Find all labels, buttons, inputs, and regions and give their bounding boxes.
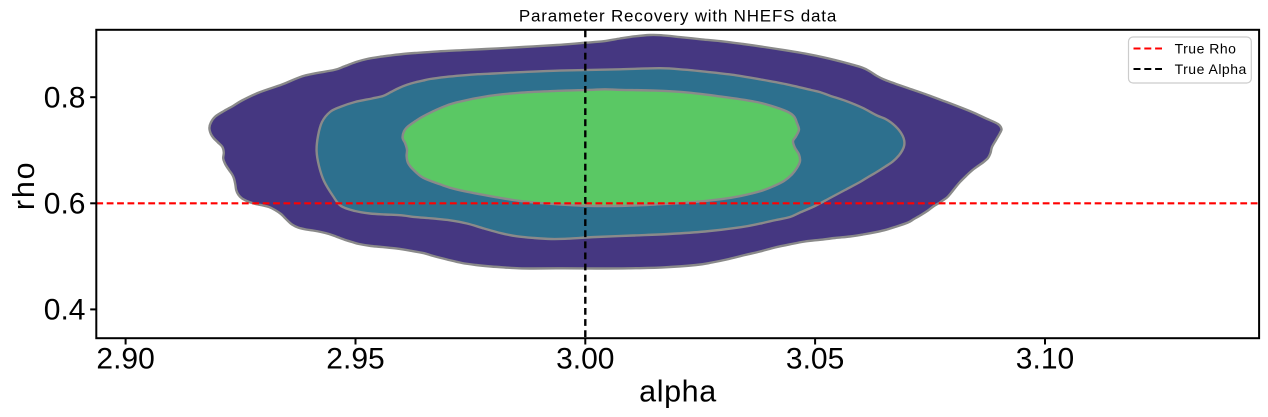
svg-text:2.90: 2.90 — [96, 343, 154, 376]
svg-text:3.00: 3.00 — [556, 343, 614, 376]
svg-text:True Alpha: True Alpha — [1175, 61, 1247, 77]
svg-text:Parameter Recovery with NHEFS: Parameter Recovery with NHEFS data — [519, 7, 837, 26]
svg-text:alpha: alpha — [639, 375, 717, 409]
svg-text:0.6: 0.6 — [44, 188, 86, 221]
svg-text:3.10: 3.10 — [1016, 343, 1074, 376]
svg-text:rho: rho — [7, 161, 41, 210]
svg-text:0.8: 0.8 — [44, 82, 86, 115]
svg-text:3.05: 3.05 — [786, 343, 844, 376]
svg-text:0.4: 0.4 — [44, 294, 86, 327]
svg-text:2.95: 2.95 — [326, 343, 384, 376]
svg-text:True Rho: True Rho — [1175, 41, 1237, 57]
